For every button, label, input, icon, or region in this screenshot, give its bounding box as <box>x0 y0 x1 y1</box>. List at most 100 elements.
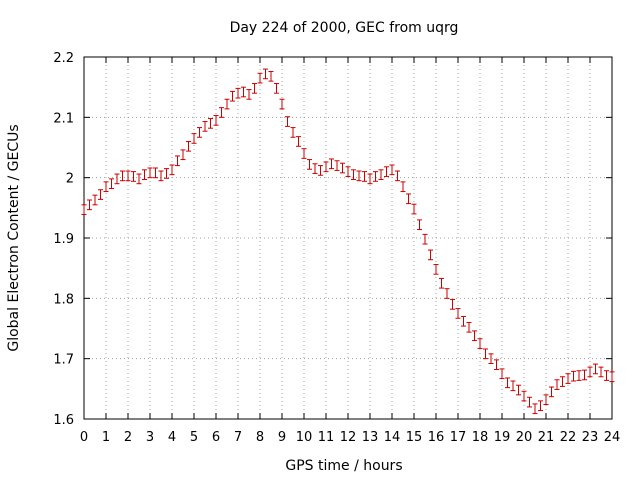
data-point <box>323 161 329 173</box>
y-tick-label: 2.1 <box>53 111 74 126</box>
data-point <box>554 379 560 390</box>
data-point <box>521 390 527 402</box>
data-point <box>329 158 334 170</box>
data-point <box>527 396 532 408</box>
data-point <box>439 277 444 289</box>
x-tick-label: 4 <box>168 430 176 445</box>
data-point <box>428 249 433 261</box>
y-tick-label: 1.7 <box>53 353 74 368</box>
data-point <box>131 171 136 182</box>
x-tick-label: 24 <box>604 430 621 445</box>
data-point <box>609 371 615 383</box>
data-point <box>461 315 466 327</box>
data-point <box>604 370 609 381</box>
data-point <box>279 98 285 110</box>
data-point <box>395 170 400 182</box>
chart-title: Day 224 of 2000, GEC from uqrg <box>230 20 459 36</box>
data-point <box>367 173 373 185</box>
y-tick-labels: 1.6 1.7 1.8 1.9 2 2.1 2.2 <box>53 51 74 428</box>
data-point <box>477 338 483 349</box>
x-tick-label: 18 <box>472 430 489 445</box>
data-point <box>549 386 554 398</box>
data-point <box>180 149 186 161</box>
data-point <box>345 166 351 177</box>
x-tick-label: 23 <box>582 430 599 445</box>
data-point <box>219 107 224 118</box>
data-point <box>488 353 494 364</box>
x-tick-labels: 0 1 2 3 4 5 6 7 8 9 10 11 12 13 14 15 16 17 18 19 20 21 22 23 24 <box>80 430 620 445</box>
data-point <box>373 171 378 182</box>
data-point <box>356 170 362 182</box>
data-point <box>505 377 510 389</box>
y-tick-label: 1.9 <box>53 232 74 247</box>
data-point <box>565 373 571 384</box>
data-point <box>516 384 521 396</box>
data-point <box>571 370 576 382</box>
data-point <box>142 169 147 180</box>
x-tick-label: 20 <box>516 430 533 445</box>
data-point <box>98 189 103 200</box>
x-tick-label: 8 <box>256 430 264 445</box>
data-point <box>230 90 235 102</box>
data-point <box>543 394 549 406</box>
y-tick-label: 1.6 <box>53 413 74 428</box>
x-tick-label: 22 <box>560 430 577 445</box>
data-point <box>587 366 593 378</box>
plot-frame <box>83 56 613 420</box>
x-tick-label: 9 <box>278 430 286 445</box>
data-point <box>378 169 384 180</box>
data-point <box>252 83 257 94</box>
data-point <box>153 167 158 179</box>
x-tick-label: 14 <box>384 430 401 445</box>
data-points <box>81 68 615 415</box>
data-point <box>92 194 98 206</box>
data-point <box>285 116 290 127</box>
data-point <box>560 376 565 387</box>
data-point <box>125 170 131 182</box>
data-point <box>444 288 450 299</box>
x-tick-label: 7 <box>234 430 242 445</box>
y-tick-label: 1.8 <box>53 292 74 307</box>
data-point <box>598 366 604 378</box>
data-point <box>87 199 92 211</box>
data-point <box>213 115 219 126</box>
data-point <box>389 164 395 176</box>
data-point <box>241 86 246 98</box>
data-point <box>301 148 307 159</box>
x-tick-label: 1 <box>102 430 110 445</box>
data-point <box>362 171 367 182</box>
data-point <box>455 308 461 319</box>
x-tick-label: 5 <box>190 430 198 445</box>
data-point <box>164 168 169 179</box>
data-point <box>433 264 439 275</box>
data-point <box>191 133 197 144</box>
data-point <box>466 321 472 333</box>
y-tick-label: 2.2 <box>53 51 74 66</box>
x-axis-label: GPS time / hours <box>285 458 402 474</box>
data-point <box>576 370 582 381</box>
data-point <box>263 68 268 80</box>
x-tick-label: 0 <box>80 430 88 445</box>
data-point <box>186 140 191 152</box>
data-point <box>136 173 142 185</box>
data-point <box>169 164 175 176</box>
data-point <box>483 348 488 360</box>
data-point <box>307 159 312 170</box>
x-tick-label: 13 <box>362 430 379 445</box>
data-point <box>120 170 125 182</box>
data-point <box>224 98 230 110</box>
x-tick-label: 6 <box>212 430 220 445</box>
data-point <box>450 299 455 310</box>
data-point <box>109 178 114 190</box>
x-tick-label: 12 <box>340 430 357 445</box>
data-point <box>340 162 345 174</box>
x-tick-label: 15 <box>406 430 423 445</box>
data-point <box>532 403 538 415</box>
x-tick-label: 19 <box>494 430 511 445</box>
data-point <box>593 363 598 375</box>
data-point <box>81 204 87 215</box>
data-point <box>114 173 120 185</box>
y-axis-label: Global Electron Content / GECUs <box>6 124 22 351</box>
data-point <box>208 118 213 129</box>
x-tick-label: 16 <box>428 430 445 445</box>
